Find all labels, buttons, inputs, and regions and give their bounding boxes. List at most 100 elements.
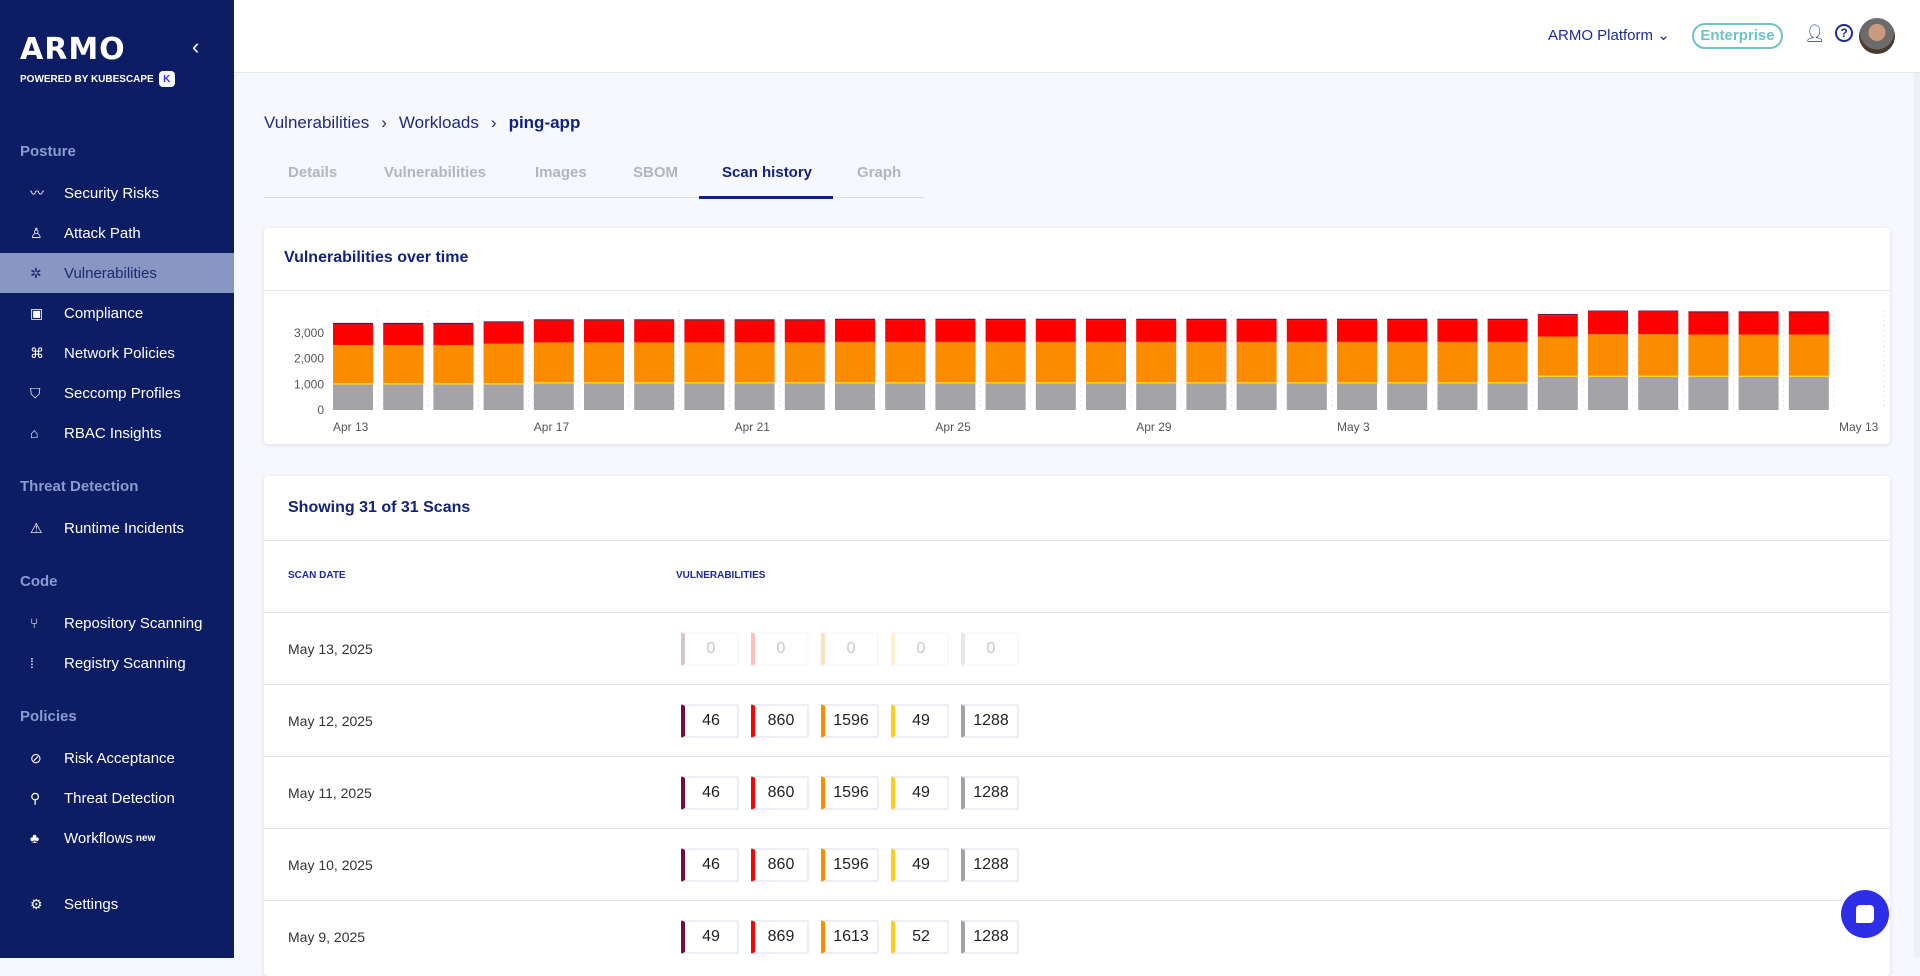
sidebar-item-seccomp-profiles[interactable]: ⛉ Seccomp Profiles — [0, 373, 234, 413]
bar-segment-high — [1638, 311, 1679, 335]
top-bar: ARMO Platform ⌄ Enterprise 👤︎ ? — [234, 0, 1920, 73]
chat-button[interactable] — [1841, 890, 1889, 938]
column-header-vulnerabilities[interactable]: VULNERABILITIES — [676, 570, 766, 581]
tab-vulnerabilities[interactable]: Vulnerabilities — [384, 164, 486, 181]
bar-segment-low — [835, 381, 875, 384]
bar-segment-high — [1588, 311, 1628, 335]
bar-segment-low — [1286, 381, 1327, 384]
tab-sbom[interactable]: SBOM — [633, 164, 678, 181]
branch-icon: ⑂ — [30, 615, 39, 631]
tab-graph[interactable]: Graph — [857, 164, 902, 181]
bar-segment-high — [935, 320, 976, 342]
bar-segment-high — [634, 320, 675, 343]
bar-segment-low — [634, 381, 675, 384]
hacker-icon: ♙ — [30, 224, 43, 241]
sidebar-item-registry-scanning[interactable]: ⁞ Registry Scanning — [0, 643, 234, 683]
scrollbar[interactable] — [1914, 73, 1920, 958]
table-title: Showing 31 of 31 Scans — [288, 499, 471, 516]
bar-segment-high — [1236, 320, 1277, 342]
high-count: 0 — [751, 632, 809, 666]
bar-segment-critical — [734, 319, 775, 321]
chart-title: Vulnerabilities over time — [284, 249, 469, 266]
tab-images[interactable]: Images — [535, 164, 587, 181]
bar-segment-critical — [383, 322, 424, 325]
tab-details[interactable]: Details — [288, 164, 338, 181]
negligible-count: 1288 — [961, 920, 1019, 954]
breadcrumb-vulnerabilities[interactable]: Vulnerabilities — [264, 113, 370, 132]
bar-segment-low — [885, 381, 926, 384]
collapse-sidebar-button[interactable]: ‹ — [192, 34, 200, 59]
bar-segment-negligible — [684, 383, 725, 410]
sidebar-item-runtime-incidents[interactable]: ⚠ Runtime Incidents — [0, 508, 234, 548]
bar-segment-low — [1337, 381, 1377, 384]
bar-segment-high — [684, 320, 725, 343]
sidebar-item-network-policies[interactable]: ⌘ Network Policies — [0, 333, 234, 373]
sidebar-item-repository-scanning[interactable]: ⑂ Repository Scanning — [0, 603, 234, 643]
severity-counts: 49 869 1613 52 1288 — [681, 920, 1019, 954]
tab-bar: Details Vulnerabilities Images SBOM Scan… — [264, 160, 924, 199]
bar-segment-critical — [584, 319, 624, 321]
bar-segment-medium — [1638, 334, 1679, 376]
y-tick-label: 3,000 — [294, 326, 324, 340]
help-icon[interactable]: ? — [1835, 24, 1853, 42]
critical-count: 46 — [681, 704, 739, 738]
sidebar-item-compliance[interactable]: ▣ Compliance — [0, 293, 234, 333]
x-tick-label: Apr 29 — [1136, 420, 1172, 434]
add-user-icon[interactable]: 👤︎ — [1804, 24, 1826, 43]
sidebar-item-threat-detection[interactable]: ⚲ Threat Detection — [0, 778, 234, 818]
grid-icon: ⁞ — [30, 655, 34, 671]
platform-selector[interactable]: ARMO Platform ⌄ — [1548, 26, 1670, 44]
low-count: 0 — [891, 632, 949, 666]
critical-count: 46 — [681, 848, 739, 882]
user-avatar[interactable] — [1859, 18, 1895, 54]
bar-segment-negligible — [1387, 383, 1428, 410]
sidebar-item-label: Attack Path — [64, 224, 141, 242]
medium-count: 0 — [821, 632, 879, 666]
bar-segment-high — [1337, 320, 1377, 342]
bar-segment-high — [1738, 312, 1779, 335]
bar-segment-low — [383, 383, 424, 385]
bar-segment-negligible — [734, 383, 775, 410]
negligible-count: 1288 — [961, 776, 1019, 810]
armo-logo[interactable]: ARMO — [20, 32, 126, 67]
trend-icon: 〰 — [30, 185, 44, 201]
bar-segment-low — [1086, 381, 1126, 384]
sidebar-item-attack-path[interactable]: ♙ Attack Path — [0, 213, 234, 253]
bar-segment-high — [1487, 320, 1528, 342]
table-row[interactable]: May 13, 2025 0 0 0 0 0 — [264, 612, 1890, 684]
table-row[interactable]: May 11, 2025 46 860 1596 49 1288 — [264, 756, 1890, 828]
platform-label: ARMO Platform — [1548, 27, 1654, 44]
x-tick-label: Apr 13 — [333, 420, 369, 434]
bar-segment-critical — [935, 318, 976, 321]
table-row[interactable]: May 10, 2025 46 860 1596 49 1288 — [264, 828, 1890, 900]
sidebar-item-security-risks[interactable]: 〰 Security Risks — [0, 173, 234, 213]
bar-segment-critical — [684, 319, 725, 321]
breadcrumb-workloads[interactable]: Workloads — [398, 113, 479, 132]
bar-segment-critical — [1688, 311, 1729, 313]
hierarchy-icon: ♣ — [30, 830, 40, 846]
bar-segment-negligible — [1086, 383, 1126, 410]
severity-counts: 46 860 1596 49 1288 — [681, 848, 1019, 882]
powered-by-text: POWERED BY KUBESCAPE — [20, 73, 154, 85]
table-row[interactable]: May 9, 2025 49 869 1613 52 1288 — [264, 900, 1890, 972]
tab-scan-history[interactable]: Scan history — [722, 164, 813, 181]
sidebar-item-rbac-insights[interactable]: ⌂ RBAC Insights — [0, 413, 234, 453]
bar-segment-negligible — [885, 383, 926, 410]
sidebar-item-label: Vulnerabilities — [64, 264, 157, 282]
sidebar-item-label: RBAC Insights — [64, 424, 162, 442]
bar-segment-critical — [1286, 318, 1327, 321]
high-count: 860 — [751, 704, 809, 738]
sidebar-item-settings[interactable]: ⚙ Settings — [0, 884, 234, 924]
bar-segment-low — [734, 381, 775, 384]
sidebar-item-vulnerabilities[interactable]: ✲ Vulnerabilities — [0, 253, 234, 293]
column-header-scan-date[interactable]: SCAN DATE — [288, 570, 346, 581]
bar-segment-negligible — [935, 383, 976, 410]
table-row[interactable]: May 12, 2025 46 860 1596 49 1288 — [264, 684, 1890, 756]
sidebar-item-risk-acceptance[interactable]: ⊘ Risk Acceptance — [0, 738, 234, 778]
x-tick-label: May 13 — [1839, 420, 1879, 434]
critical-count: 46 — [681, 776, 739, 810]
bar-segment-negligible — [1035, 383, 1076, 410]
bar-segment-low — [333, 383, 373, 385]
sidebar-item-workflows[interactable]: ♣ Workflows new — [0, 818, 234, 858]
bar-segment-critical — [1537, 313, 1578, 316]
